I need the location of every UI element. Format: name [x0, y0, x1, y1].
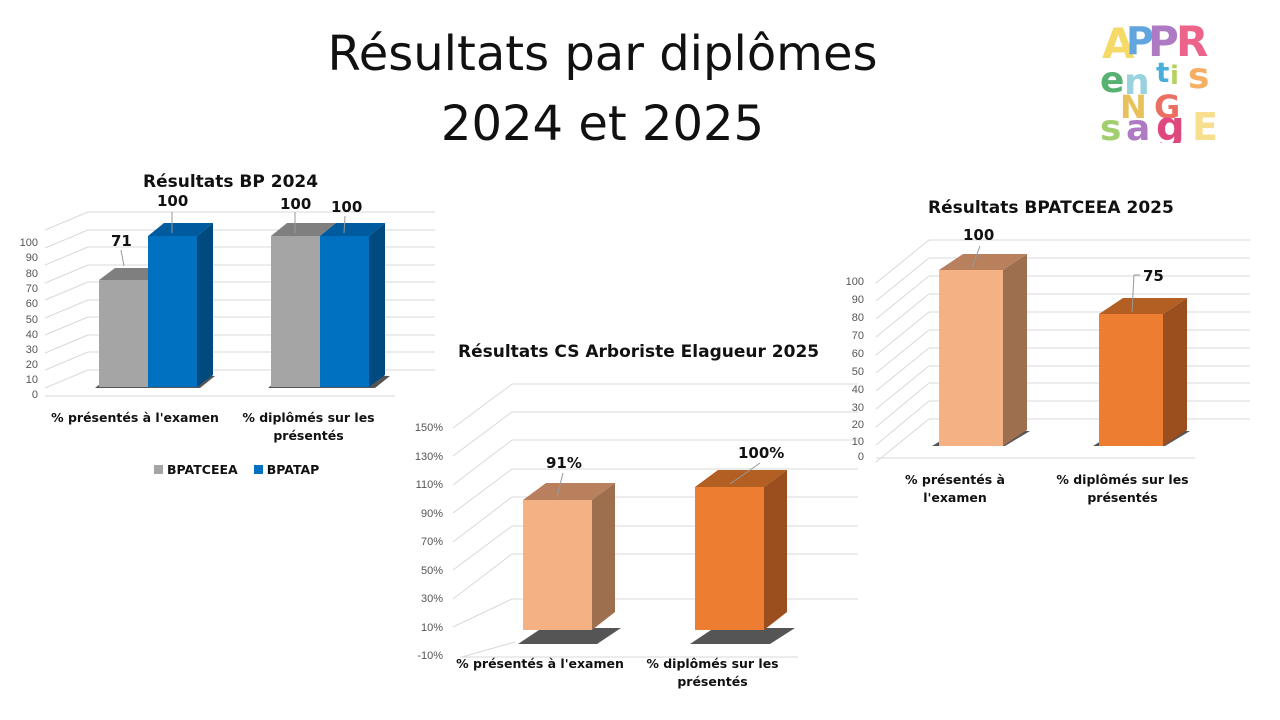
data-label: 91%	[546, 454, 582, 472]
svg-text:e: e	[1100, 60, 1124, 101]
apprentissage-logo: A P P R e n t i s N G s a g E	[1100, 18, 1218, 143]
y-tick: 10%	[420, 622, 443, 634]
y-tick: 60	[851, 348, 864, 360]
slide-title-line2: 2024 et 2025	[440, 96, 765, 152]
data-label: 100%	[738, 444, 785, 462]
data-label: 100	[157, 192, 189, 210]
y-tick: 30	[851, 402, 864, 414]
x-category: % présentés à l'examen	[51, 410, 219, 425]
chart-title: Résultats CS Arboriste Elagueur 2025	[458, 342, 820, 362]
y-tick: 70%	[420, 536, 443, 548]
svg-text:s: s	[1188, 56, 1209, 97]
y-tick: 100	[845, 276, 864, 288]
x-category: % présentés à l'examen	[456, 656, 624, 671]
y-tick: 20	[851, 419, 864, 431]
y-tick: 90	[25, 252, 38, 264]
data-label: 75	[1143, 267, 1164, 285]
svg-text:G: G	[1154, 88, 1180, 126]
chart-legend: BPATCEEA BPATAP	[154, 462, 319, 477]
data-label: 100	[331, 198, 363, 216]
data-label: 100	[963, 226, 995, 244]
svg-text:A: A	[1102, 19, 1135, 68]
y-tick: 50%	[420, 565, 443, 577]
svg-text:g: g	[1156, 104, 1185, 143]
y-tick: 70	[25, 283, 38, 295]
svg-text:a: a	[1126, 108, 1150, 143]
data-label: 71	[111, 232, 132, 250]
svg-text:E: E	[1192, 105, 1218, 143]
svg-text:N: N	[1120, 88, 1147, 126]
data-label: 100	[280, 195, 312, 213]
svg-text:n: n	[1124, 62, 1150, 103]
slide-title-line1: Résultats par diplômes	[327, 26, 878, 82]
svg-text:P: P	[1126, 19, 1154, 63]
svg-text:t: t	[1156, 56, 1169, 89]
svg-text:i: i	[1170, 61, 1179, 91]
y-tick: 130%	[414, 451, 443, 463]
y-tick: 10	[25, 374, 38, 386]
x-category: % présentés à l'examen	[905, 472, 1005, 505]
y-tick: 60	[25, 298, 38, 310]
legend-item-bpatap: BPATAP	[253, 462, 319, 477]
y-tick: 80	[851, 312, 864, 324]
y-tick: 10	[851, 436, 864, 448]
y-tick: 70	[851, 330, 864, 342]
legend-item-bpatceea: BPATCEEA	[154, 462, 238, 477]
y-tick: 50	[25, 314, 38, 326]
y-tick: 40	[25, 329, 38, 341]
y-tick: -10%	[417, 650, 443, 662]
x-category: % diplômés sur les présentés	[1056, 472, 1189, 505]
y-tick: 90	[851, 294, 864, 306]
y-tick: 100	[19, 237, 38, 249]
svg-text:s: s	[1100, 108, 1121, 143]
y-tick: 90%	[420, 508, 443, 520]
x-category: % diplômés sur les présentés	[242, 410, 375, 443]
y-tick: 0	[857, 451, 864, 463]
y-tick: 30	[25, 344, 38, 356]
y-tick: 150%	[414, 422, 443, 434]
y-tick: 40	[851, 384, 864, 396]
x-category: % diplômés sur les présentés	[646, 656, 779, 689]
y-tick: 20	[25, 359, 38, 371]
y-tick: 50	[851, 366, 864, 378]
y-tick: 110%	[415, 479, 443, 491]
svg-text:P: P	[1148, 18, 1179, 66]
chart-title: Résultats BP 2024	[143, 172, 319, 192]
y-tick: 80	[25, 268, 38, 280]
svg-text:R: R	[1176, 18, 1208, 66]
y-tick: 0	[31, 389, 38, 401]
chart-title: Résultats BPATCEEA 2025	[928, 198, 1174, 218]
y-tick: 30%	[420, 593, 443, 605]
